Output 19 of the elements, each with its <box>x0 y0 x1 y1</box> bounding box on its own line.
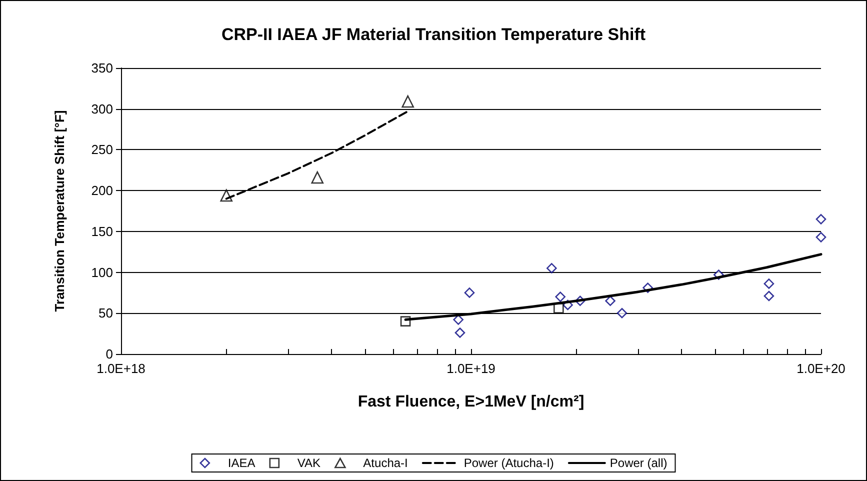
y-tick-label: 250 <box>91 142 113 158</box>
x-axis-title: Fast Fluence, E>1MeV [n/cm²] <box>358 394 584 410</box>
y-tick-label: 350 <box>91 60 113 76</box>
x-tick-label: 1.0E+18 <box>96 361 146 376</box>
y-tick-label: 300 <box>91 101 113 116</box>
legend-label: VAK <box>297 456 321 470</box>
y-tick-label: 0 <box>106 346 113 362</box>
y-axis-title: Transition Temperature Shift [°F] <box>52 110 67 312</box>
x-tick-label: 1.0E+19 <box>446 361 496 376</box>
legend-label: IAEA <box>228 456 256 470</box>
legend-label: Power (Atucha-I) <box>464 456 554 470</box>
y-tick-label: 50 <box>98 306 113 321</box>
x-tick-label: 1.0E+20 <box>796 361 846 376</box>
y-tick-label: 150 <box>91 224 113 239</box>
y-tick-label: 100 <box>91 264 113 280</box>
legend-label: Power (all) <box>610 456 668 470</box>
y-tick-label: 200 <box>91 183 113 198</box>
chart-title: CRP-II IAEA JF Material Transition Temperature Shift <box>221 25 646 44</box>
legend-label: Atucha-I <box>363 456 408 470</box>
